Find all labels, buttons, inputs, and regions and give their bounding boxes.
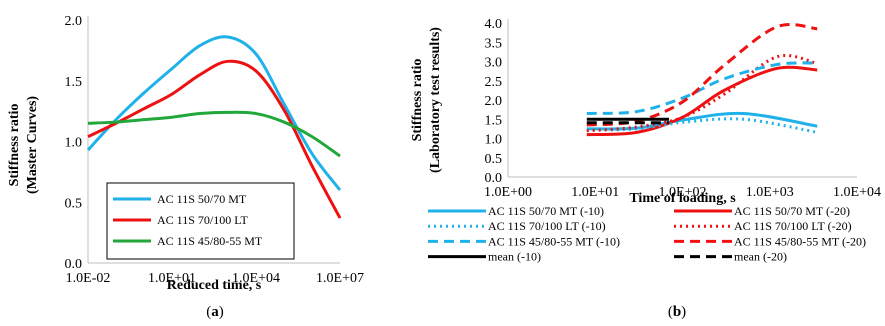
chart-b-legend: AC 11S 50/70 MT (-10) AC 11S 50/70 MT (-2… (428, 204, 866, 264)
chart-a-x-tick-label: 1.0E+01 (148, 271, 196, 286)
chart-a-legend-label: AC 11S 50/70 MT (157, 192, 247, 206)
chart-b-legend-label: AC 11S 45/80-55 MT (-20) (734, 234, 866, 248)
chart-a-x-axis-label: Reduced time, s (167, 278, 262, 293)
chart-a-y-tick-label: 0.5 (65, 196, 83, 211)
chart-b-y-tick-label: 3.5 (485, 36, 503, 51)
chart-a-y-axis-label: (Master Curves) (25, 96, 40, 194)
chart-b-x-tick-label: 1.0E+01 (571, 185, 619, 200)
chart-b-x-axis-label: Time of loading, s (629, 191, 736, 206)
chart-a-legend: AC 11S 50/70 MT AC 11S 70/100 LT AC 11S 45… (106, 182, 295, 260)
chart-b-legend-label: mean (-10) (488, 250, 541, 264)
chart-b-series-2 (586, 117, 818, 134)
chart-b-legend-label: AC 11S 70/100 LT (-20) (734, 219, 852, 233)
chart-b-y-axis-label: Stiffness ratio (410, 59, 425, 142)
chart-a-panel-label: (a) (206, 304, 224, 320)
chart-b-series-1 (586, 65, 818, 137)
chart-b-series-5 (586, 23, 818, 127)
chart-a-x-tick-label: 1.0E-02 (66, 271, 111, 286)
chart-a-x-tick-label: 1.0E+07 (316, 271, 364, 286)
chart-a-y-tick-label: 0.0 (65, 257, 83, 272)
chart-a: 0.0 0.5 1.0 1.5 2.0 1.0E-02 1.0E+01 1.0E+04 1.0E… (7, 14, 364, 320)
chart-b-legend-label: AC 11S 70/100 LT (-10) (488, 219, 606, 233)
chart-b-y-tick-label: 2.5 (485, 75, 503, 90)
chart-b-x-tick-label: 1.0E+03 (746, 185, 794, 200)
chart-b-legend-label: mean (-20) (734, 250, 787, 264)
chart-b-series-0 (586, 111, 818, 131)
chart-b-y-tick-label: 1.5 (485, 113, 503, 128)
chart-b-x-tick-label: 1.0E+02 (659, 185, 707, 200)
chart-a-series-1 (87, 59, 342, 219)
chart-a-series-2 (87, 110, 341, 158)
chart-b-y-tick-label: 0.0 (485, 171, 503, 186)
chart-b-y-tick-label: 0.5 (485, 152, 503, 167)
chart-b-panel-label: (b) (668, 304, 686, 320)
chart-a-y-tick-label: 2.0 (65, 14, 83, 29)
chart-b-legend-label: AC 11S 50/70 MT (-20) (734, 204, 850, 218)
chart-a-y-tick-label: 1.0 (65, 136, 83, 151)
chart-a-legend-label: AC 11S 45/80-55 MT (157, 234, 263, 248)
chart-a-y-axis-label: Stiffness ratio (7, 104, 22, 187)
chart-b-x-tick-label: 1.0E+00 (484, 185, 532, 200)
chart-b-series-4 (586, 61, 818, 115)
chart-b-y-tick-label: 1.0 (485, 133, 503, 148)
chart-a-x-tick-label: 1.0E+04 (232, 271, 280, 286)
chart-a-legend-label: AC 11S 70/100 LT (157, 213, 248, 227)
chart-b-legend-label: AC 11S 50/70 MT (-10) (488, 204, 604, 218)
chart-a-y-tick-label: 1.5 (65, 75, 83, 90)
chart-b: 0.0 0.5 1.0 1.5 2.0 2.5 3.0 3.5 4.0 1.0E+00 1.0E+0… (410, 17, 881, 320)
chart-b-y-tick-label: 4.0 (485, 17, 503, 32)
chart-b-y-tick-label: 2.0 (485, 94, 503, 109)
chart-b-y-tick-label: 3.0 (485, 56, 503, 71)
chart-b-legend-label: AC 11S 45/80-55 MT (-10) (488, 234, 620, 248)
chart-b-y-axis-label: (Laboratory test results) (428, 27, 443, 173)
chart-b-x-tick-label: 1.0E+04 (833, 185, 881, 200)
